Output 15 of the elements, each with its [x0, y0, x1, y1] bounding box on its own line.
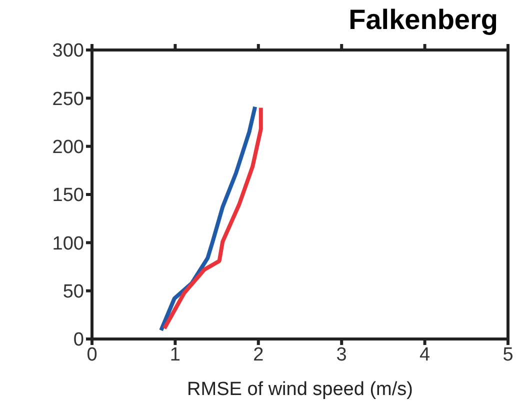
- y-tick-label: 250: [52, 88, 84, 110]
- x-tick-label: 3: [336, 344, 347, 366]
- y-tick-label: 150: [52, 185, 84, 206]
- y-tick-label: 0: [73, 330, 84, 351]
- y-tick-label: 50: [62, 282, 84, 303]
- x-tick-label: 4: [420, 344, 431, 366]
- x-tick-label: 0: [86, 344, 98, 366]
- x-tick-label: 2: [253, 344, 264, 366]
- y-tick-label: 300: [52, 40, 84, 62]
- y-tick-label: 100: [52, 233, 84, 254]
- x-tick-label: 5: [502, 344, 514, 366]
- y-tick-label: 200: [52, 137, 84, 158]
- x-axis-title: RMSE of wind speed (m/s): [187, 379, 413, 400]
- chart-title: Falkenberg: [348, 4, 499, 36]
- x-tick-label: 1: [170, 344, 180, 366]
